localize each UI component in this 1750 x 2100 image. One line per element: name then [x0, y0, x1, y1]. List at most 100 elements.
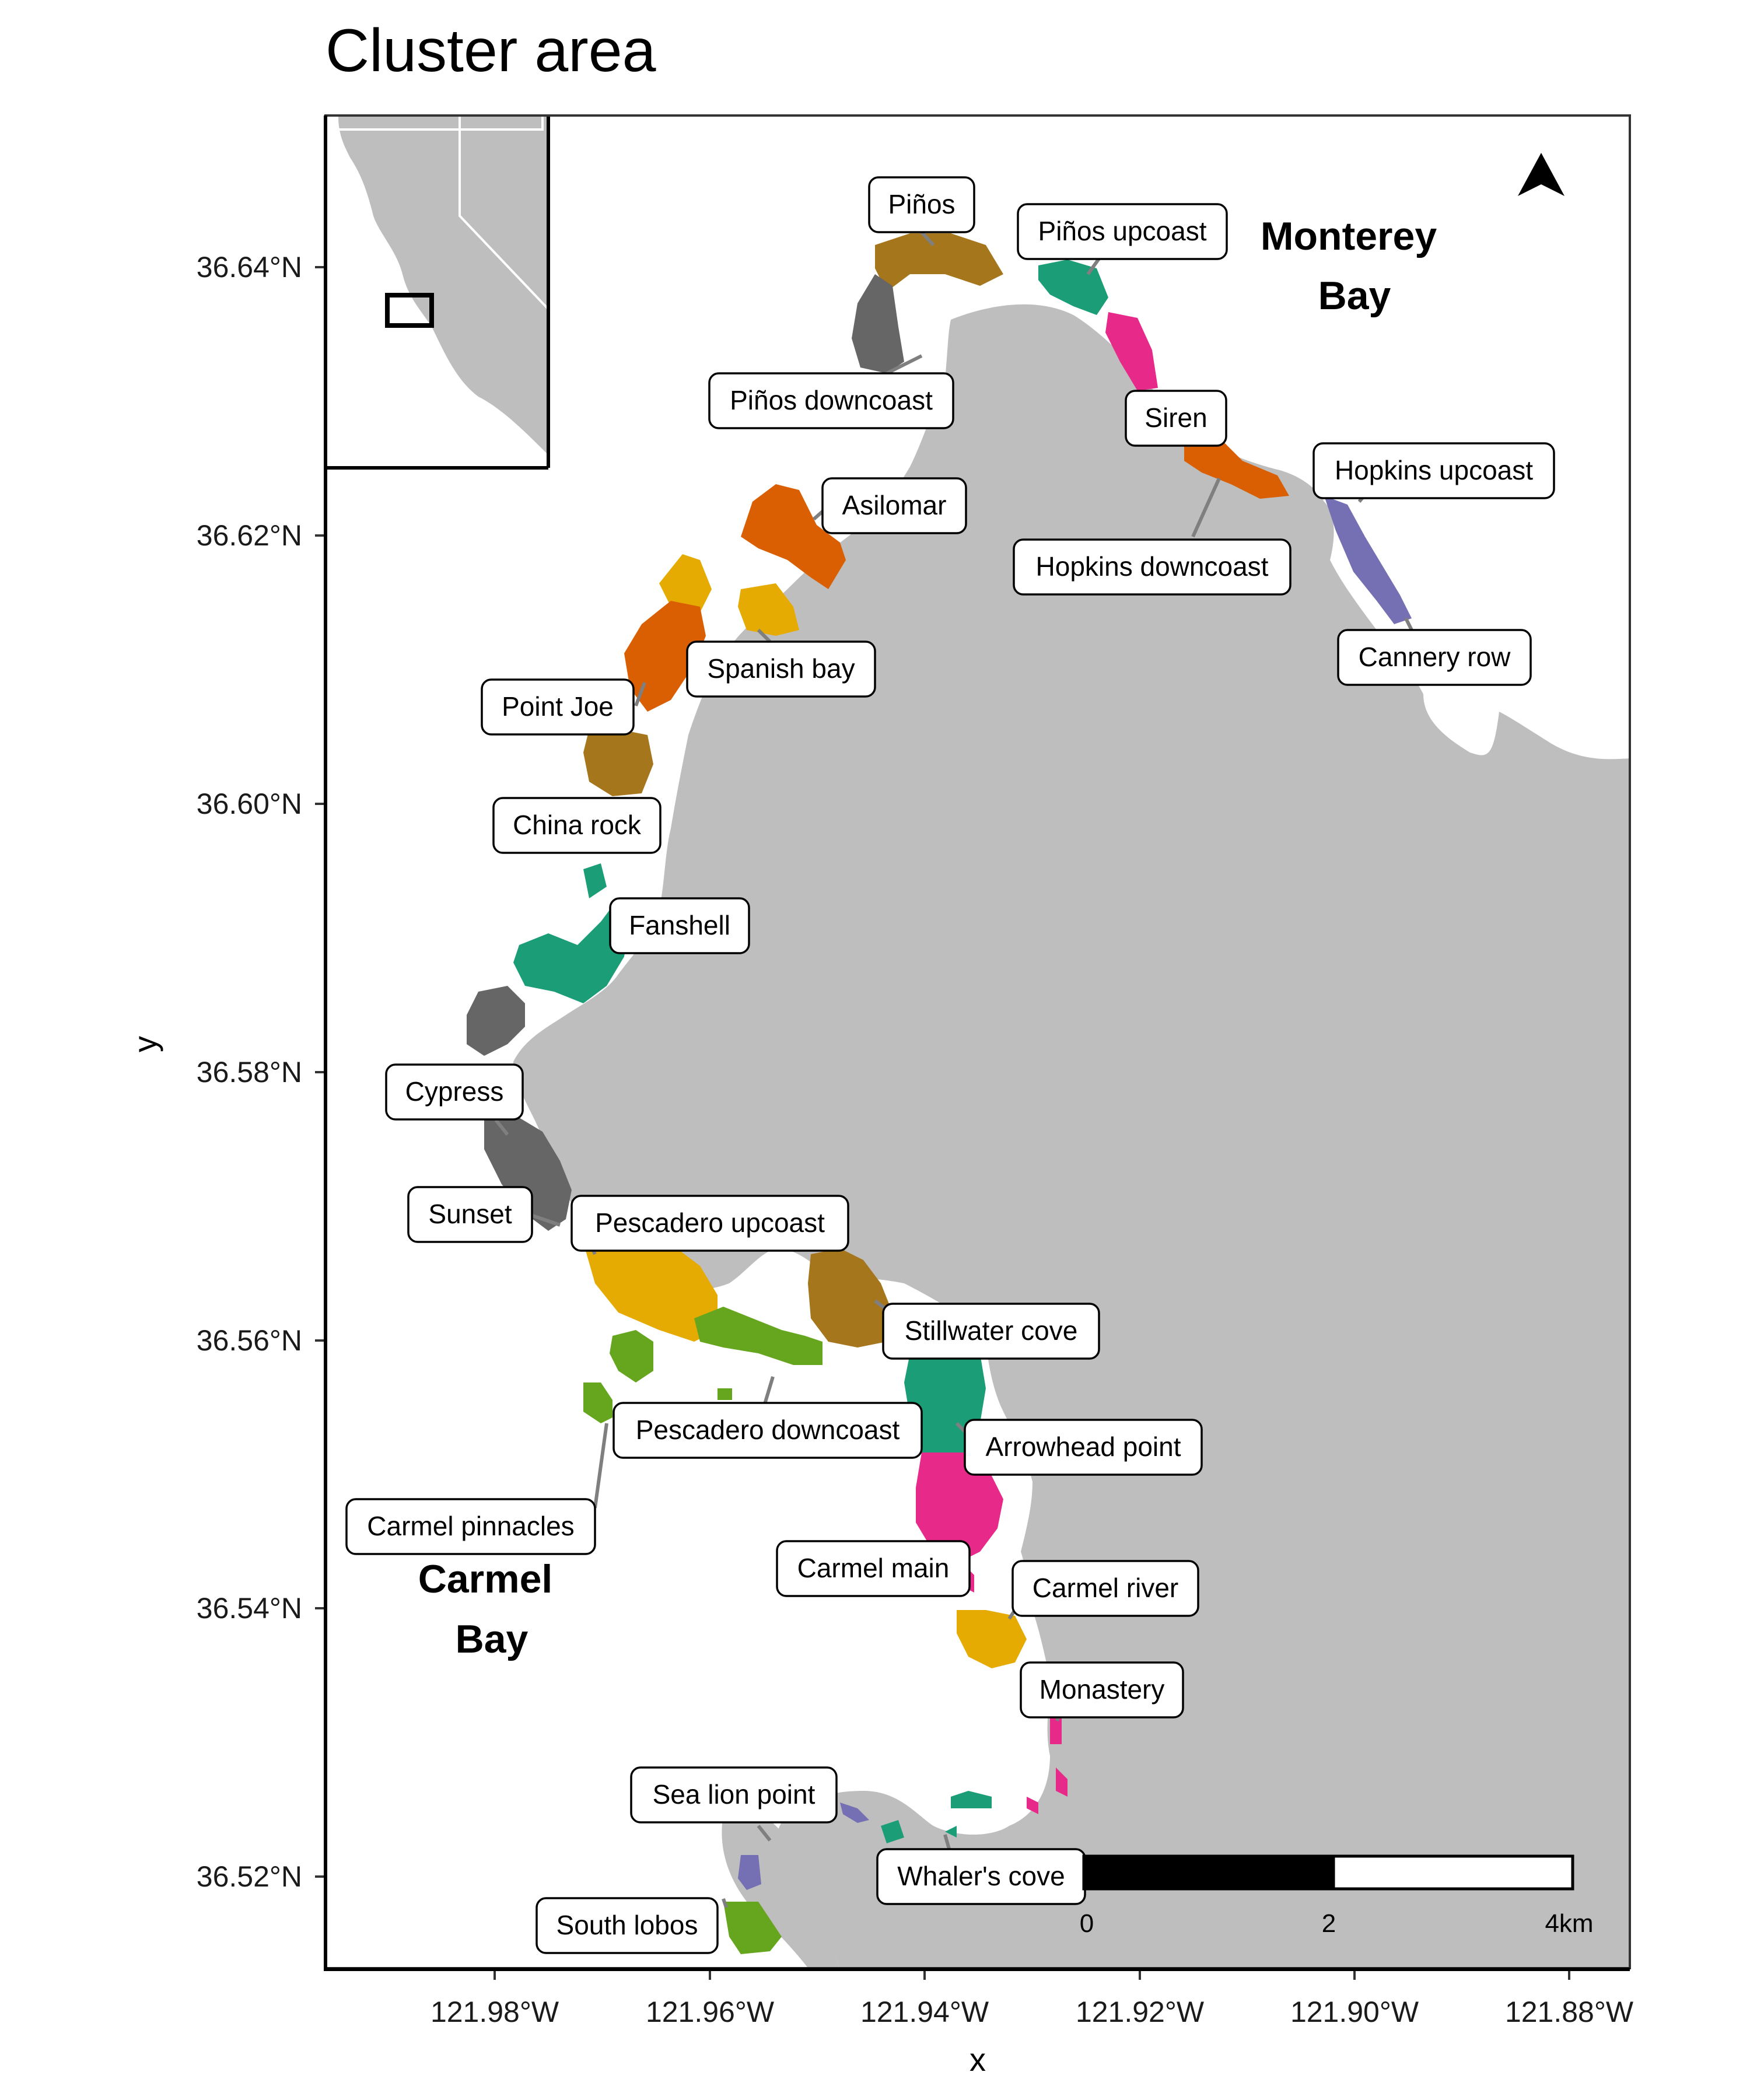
svg-text:Monterey: Monterey	[1261, 214, 1437, 258]
cluster-pinos-downcoast	[852, 274, 904, 373]
x-tick-label: 121.94°W	[860, 1996, 989, 2028]
label-cannery-row: Cannery row	[1337, 629, 1532, 686]
svg-text:Cypress: Cypress	[405, 1076, 504, 1107]
label-sea-lion-point: Sea lion point	[630, 1766, 838, 1824]
cluster-sunset	[484, 1114, 572, 1231]
cluster-pinos	[875, 233, 1003, 292]
scale-label-2: 2	[1322, 1909, 1336, 1938]
svg-text:Piños: Piños	[888, 189, 955, 219]
label-south-lobos: South lobos	[536, 1897, 719, 1954]
inset-map	[327, 117, 550, 470]
label-sunset: Sunset	[407, 1186, 533, 1243]
svg-text:Hopkins upcoast: Hopkins upcoast	[1335, 455, 1533, 485]
y-tick-label: 36.60°N	[197, 788, 302, 820]
cluster-pinos-upcoast	[1038, 260, 1108, 315]
cluster-pescadero-small	[718, 1388, 732, 1400]
cluster-fanshell	[513, 863, 630, 1003]
label-pescadero-downcoast: Pescadero downcoast	[612, 1402, 923, 1459]
bay-label-monterey: Monterey Bay	[1261, 214, 1437, 318]
svg-text:Pescadero upcoast: Pescadero upcoast	[595, 1208, 825, 1238]
inset-top-border	[338, 117, 544, 131]
cluster-china-rock	[583, 729, 653, 796]
svg-text:Bay: Bay	[456, 1617, 528, 1661]
label-pinos: Piños	[868, 176, 975, 233]
label-point-joe: Point Joe	[481, 678, 635, 736]
label-pinos-upcoast: Piños upcoast	[1017, 203, 1228, 260]
label-stillwater-cove: Stillwater cove	[882, 1303, 1100, 1360]
scale-label-4km: 4km	[1545, 1909, 1593, 1938]
cluster-stillwater-cove	[808, 1248, 892, 1348]
cluster-south-lobos	[723, 1902, 782, 1954]
scale-bar: 0 2 4km	[1080, 1854, 1594, 1938]
svg-text:Stillwater cove: Stillwater cove	[905, 1315, 1078, 1346]
cluster-carmel-main	[916, 1452, 1003, 1592]
y-tick-label: 36.52°N	[197, 1860, 302, 1893]
cluster-carmel-pinnacles	[583, 1382, 612, 1423]
y-axis-title: y	[127, 1036, 163, 1052]
north-arrow-icon	[1518, 153, 1564, 196]
svg-text:Piños downcoast: Piños downcoast	[730, 385, 933, 415]
x-axis: 121.98°W 121.96°W 121.94°W 121.92°W 121.90°W…	[430, 1969, 1634, 2028]
x-tick-label: 121.88°W	[1505, 1996, 1634, 2028]
cluster-pescadero-downcoast	[694, 1307, 822, 1365]
y-tick-label: 36.62°N	[197, 519, 302, 552]
cluster-monastery	[1027, 1709, 1068, 1814]
x-tick-label: 121.90°W	[1290, 1996, 1419, 2028]
cluster-hopkins-upcoast	[1324, 496, 1412, 624]
label-siren: Siren	[1125, 390, 1227, 447]
svg-text:Hopkins downcoast: Hopkins downcoast	[1036, 551, 1269, 582]
bay-label-carmel: Carmel Bay	[418, 1557, 553, 1661]
svg-text:Sea lion point: Sea lion point	[653, 1779, 816, 1810]
y-tick-label: 36.58°N	[197, 1056, 302, 1088]
svg-text:Cannery row: Cannery row	[1359, 642, 1511, 672]
chart-title: Cluster area	[326, 17, 656, 85]
label-arrowhead-point: Arrowhead point	[964, 1419, 1203, 1476]
svg-text:Fanshell: Fanshell	[629, 910, 730, 940]
cluster-spanish-bay	[738, 583, 799, 636]
cluster-point-joe-yellow	[659, 554, 712, 612]
label-carmel-main: Carmel main	[776, 1540, 971, 1597]
svg-text:Monastery: Monastery	[1040, 1674, 1165, 1704]
cluster-asilomar	[741, 484, 846, 589]
land-monterey-peninsula	[513, 304, 1630, 1968]
cluster-siren	[1105, 312, 1158, 391]
svg-text:China rock: China rock	[513, 810, 642, 840]
x-tick-label: 121.92°W	[1076, 1996, 1205, 2028]
inset-state-border	[459, 117, 547, 310]
cluster-pescadero-upcoast	[583, 1242, 718, 1342]
svg-text:Sunset: Sunset	[428, 1199, 512, 1229]
svg-text:Siren: Siren	[1144, 402, 1207, 433]
cluster-cypress	[467, 986, 525, 1056]
svg-text:Spanish bay: Spanish bay	[707, 653, 855, 684]
label-hopkins-upcoast: Hopkins upcoast	[1312, 442, 1555, 499]
inset-land	[338, 117, 547, 454]
cluster-sea-lion-point	[738, 1803, 869, 1890]
label-whalers-cove: Whaler's cove	[876, 1848, 1086, 1905]
cluster-carmel-river	[957, 1610, 1027, 1668]
y-axis: 36.64°N 36.62°N 36.60°N 36.58°N 36.56°N 36.54…	[197, 251, 326, 1893]
cluster-whalers-cove	[881, 1791, 992, 1843]
x-tick-label: 121.98°W	[430, 1996, 559, 2028]
x-tick-label: 121.96°W	[646, 1996, 775, 2028]
land-point-lobos	[722, 1808, 839, 1968]
label-carmel-pinnacles: Carmel pinnacles	[345, 1498, 596, 1555]
label-cypress: Cypress	[385, 1063, 524, 1121]
svg-text:Whaler's cove: Whaler's cove	[897, 1861, 1065, 1891]
svg-text:Bay: Bay	[1318, 274, 1391, 318]
y-tick-label: 36.54°N	[197, 1592, 302, 1625]
cluster-pinnacles-2	[610, 1330, 653, 1382]
label-fanshell: Fanshell	[609, 897, 750, 954]
site-labels: Piños Piños upcoast Piños downcoast Sire…	[345, 176, 1555, 1954]
svg-text:Piños upcoast: Piños upcoast	[1038, 216, 1207, 246]
svg-text:Arrowhead point: Arrowhead point	[986, 1432, 1181, 1462]
cluster-hopkins-downcoast	[1184, 438, 1289, 499]
scale-label-0: 0	[1080, 1909, 1094, 1938]
svg-text:South lobos: South lobos	[556, 1910, 698, 1940]
study-area-box	[385, 293, 434, 328]
map-panel: Piños Piños upcoast Piños downcoast Sire…	[324, 114, 1631, 1969]
label-spanish-bay: Spanish bay	[686, 640, 876, 698]
label-china-rock: China rock	[492, 797, 662, 854]
svg-text:Carmel pinnacles: Carmel pinnacles	[367, 1511, 574, 1541]
label-hopkins-downcoast: Hopkins downcoast	[1013, 538, 1292, 596]
y-tick-label: 36.64°N	[197, 251, 302, 284]
